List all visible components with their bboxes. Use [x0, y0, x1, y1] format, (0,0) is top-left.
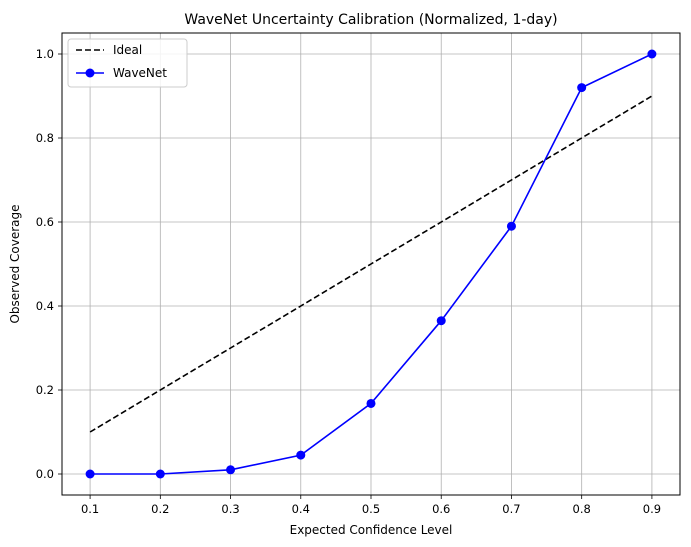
x-tick-label: 0.8 — [573, 502, 591, 516]
legend-box — [67, 38, 188, 88]
data-point-wavenet — [226, 465, 236, 475]
x-tick-label: 0.4 — [292, 502, 310, 516]
y-tick-label: 0.2 — [36, 383, 54, 397]
legend-marker-wavenet — [85, 68, 95, 78]
y-tick-label: 0.4 — [36, 299, 54, 313]
x-tick-label: 0.5 — [362, 502, 380, 516]
data-point-wavenet — [296, 450, 306, 460]
legend: Ideal WaveNet — [67, 38, 188, 88]
x-tick-label: 0.6 — [432, 502, 450, 516]
data-point-wavenet — [647, 49, 657, 59]
x-tick-label: 0.7 — [502, 502, 520, 516]
x-axis-label: Expected Confidence Level — [290, 523, 453, 537]
y-tick-label: 0.8 — [36, 131, 54, 145]
data-point-wavenet — [85, 469, 95, 479]
data-point-wavenet — [506, 221, 516, 231]
x-tick-label: 0.1 — [81, 502, 99, 516]
data-point-wavenet — [577, 83, 587, 93]
legend-label-wavenet: WaveNet — [113, 66, 167, 80]
x-tick-label: 0.3 — [221, 502, 239, 516]
chart-title: WaveNet Uncertainty Calibration (Normali… — [184, 12, 557, 28]
data-point-wavenet — [155, 469, 165, 479]
series-layer — [85, 49, 657, 479]
legend-label-ideal: Ideal — [113, 43, 142, 57]
data-point-wavenet — [366, 398, 376, 408]
y-tick-label: 0.6 — [36, 215, 54, 229]
y-tick-label: 1.0 — [36, 47, 54, 61]
x-axis-ticks: 0.1 0.2 0.3 0.4 0.5 0.6 0.7 0.8 0.9 — [81, 495, 661, 516]
x-tick-label: 0.9 — [643, 502, 661, 516]
series-line-ideal — [89, 95, 653, 433]
y-axis-ticks: 0.0 0.2 0.4 0.6 0.8 1.0 — [36, 47, 62, 481]
x-tick-label: 0.2 — [151, 502, 169, 516]
y-tick-label: 0.0 — [36, 467, 54, 481]
data-point-wavenet — [436, 316, 446, 326]
y-axis-label: Observed Coverage — [8, 204, 22, 323]
